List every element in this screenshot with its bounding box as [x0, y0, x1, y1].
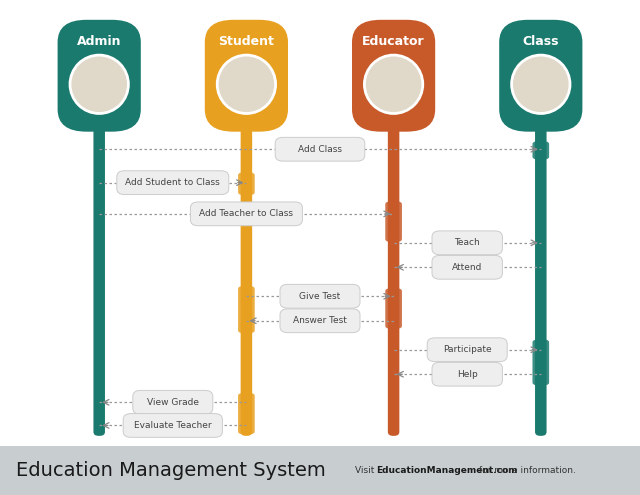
- Text: Teach: Teach: [454, 238, 480, 248]
- FancyBboxPatch shape: [58, 20, 141, 132]
- Ellipse shape: [364, 55, 423, 113]
- FancyBboxPatch shape: [205, 20, 288, 132]
- Ellipse shape: [70, 55, 129, 113]
- FancyBboxPatch shape: [385, 202, 402, 242]
- Text: Education Management System: Education Management System: [16, 461, 326, 480]
- Text: Class: Class: [522, 35, 559, 48]
- FancyBboxPatch shape: [238, 286, 255, 333]
- FancyBboxPatch shape: [388, 128, 399, 436]
- FancyBboxPatch shape: [385, 289, 402, 329]
- Text: Add Teacher to Class: Add Teacher to Class: [200, 209, 293, 218]
- Text: EducationManagement.com: EducationManagement.com: [376, 466, 517, 475]
- Text: for more information.: for more information.: [476, 466, 575, 475]
- Ellipse shape: [511, 55, 570, 113]
- FancyBboxPatch shape: [241, 128, 252, 436]
- Text: Participate: Participate: [443, 345, 492, 354]
- FancyBboxPatch shape: [352, 20, 435, 132]
- FancyBboxPatch shape: [280, 309, 360, 333]
- FancyBboxPatch shape: [280, 284, 360, 308]
- Text: Educator: Educator: [362, 35, 425, 48]
- FancyBboxPatch shape: [123, 414, 223, 438]
- Ellipse shape: [217, 55, 276, 113]
- Text: Student: Student: [218, 35, 275, 48]
- Text: Evaluate Teacher: Evaluate Teacher: [134, 421, 212, 430]
- FancyBboxPatch shape: [238, 393, 255, 434]
- FancyBboxPatch shape: [0, 446, 640, 495]
- FancyBboxPatch shape: [275, 137, 365, 161]
- FancyBboxPatch shape: [532, 142, 549, 159]
- FancyBboxPatch shape: [133, 391, 212, 414]
- Text: Add Student to Class: Add Student to Class: [125, 178, 220, 187]
- FancyBboxPatch shape: [432, 231, 502, 254]
- Text: Help: Help: [457, 370, 477, 379]
- Text: Answer Test: Answer Test: [293, 316, 347, 325]
- FancyBboxPatch shape: [432, 362, 502, 386]
- Text: Give Test: Give Test: [300, 292, 340, 301]
- Text: Admin: Admin: [77, 35, 122, 48]
- FancyBboxPatch shape: [93, 128, 105, 436]
- FancyBboxPatch shape: [535, 128, 547, 436]
- Text: Attend: Attend: [452, 263, 483, 272]
- Text: Add Class: Add Class: [298, 145, 342, 154]
- FancyBboxPatch shape: [432, 255, 502, 279]
- FancyBboxPatch shape: [191, 202, 303, 226]
- FancyBboxPatch shape: [532, 340, 549, 385]
- FancyBboxPatch shape: [116, 171, 229, 195]
- FancyBboxPatch shape: [499, 20, 582, 132]
- Text: View Grade: View Grade: [147, 398, 199, 407]
- FancyBboxPatch shape: [238, 173, 255, 195]
- Text: Visit: Visit: [355, 466, 378, 475]
- FancyBboxPatch shape: [428, 338, 507, 361]
